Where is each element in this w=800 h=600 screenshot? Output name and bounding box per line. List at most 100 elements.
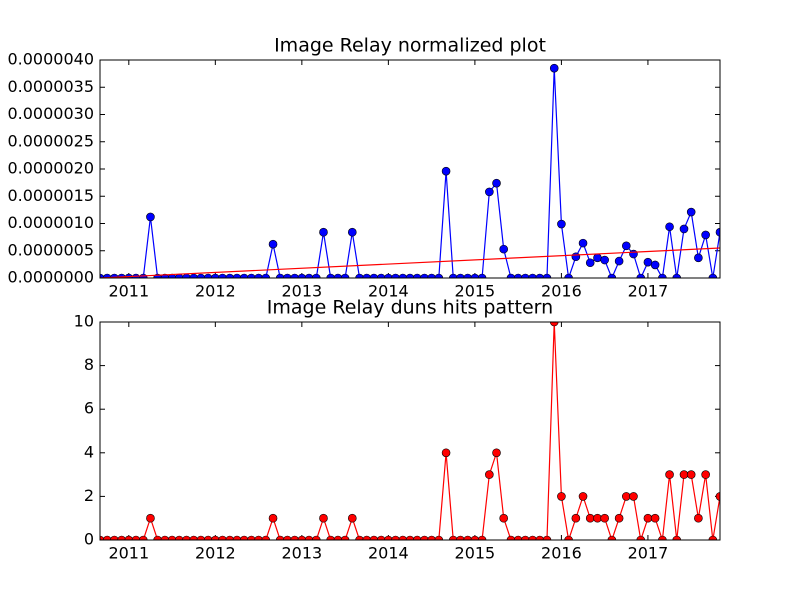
axes-frame bbox=[99, 59, 721, 279]
chart-title: Image Relay duns hits pattern bbox=[267, 297, 553, 319]
point bbox=[463, 273, 473, 278]
point bbox=[715, 492, 720, 501]
point bbox=[499, 244, 509, 254]
point bbox=[203, 273, 213, 278]
point bbox=[636, 535, 646, 540]
point bbox=[312, 535, 321, 540]
point bbox=[535, 535, 545, 540]
y-tick-label: 0.0000005 bbox=[7, 240, 94, 259]
point bbox=[225, 273, 235, 278]
point bbox=[513, 535, 523, 540]
point bbox=[405, 535, 415, 540]
point bbox=[225, 535, 235, 540]
point bbox=[513, 273, 523, 278]
point bbox=[578, 492, 588, 501]
point bbox=[636, 273, 646, 278]
point bbox=[362, 273, 372, 278]
point bbox=[549, 322, 559, 327]
point bbox=[304, 273, 314, 278]
point bbox=[355, 273, 364, 278]
y-tick-label: 0.0000010 bbox=[7, 213, 94, 232]
point bbox=[218, 535, 227, 540]
y-tick-label: 0.0000035 bbox=[7, 77, 94, 96]
point bbox=[110, 535, 119, 540]
point bbox=[340, 273, 350, 278]
x-tick-label: 2012 bbox=[195, 282, 236, 301]
point bbox=[658, 535, 667, 540]
point bbox=[232, 273, 242, 278]
y-tick-label: 8 bbox=[84, 355, 94, 374]
point bbox=[477, 535, 487, 540]
point bbox=[420, 535, 429, 540]
point bbox=[434, 535, 444, 540]
point bbox=[557, 219, 566, 229]
point bbox=[528, 273, 537, 278]
point bbox=[275, 535, 285, 540]
point bbox=[672, 273, 682, 278]
point bbox=[629, 249, 638, 259]
point bbox=[564, 273, 573, 278]
point bbox=[715, 227, 720, 237]
point bbox=[333, 273, 343, 278]
point bbox=[189, 535, 198, 540]
point bbox=[477, 273, 487, 278]
x-tick-label: 2014 bbox=[368, 544, 409, 563]
point bbox=[643, 513, 653, 523]
point bbox=[427, 273, 436, 278]
point bbox=[247, 535, 256, 540]
point bbox=[333, 535, 343, 540]
x-tick-label: 2016 bbox=[541, 544, 582, 563]
point bbox=[650, 260, 660, 270]
series-line bbox=[100, 247, 720, 278]
x-tick-label: 2015 bbox=[455, 282, 496, 301]
point bbox=[658, 273, 667, 278]
point bbox=[304, 535, 314, 540]
point bbox=[456, 535, 465, 540]
point bbox=[319, 513, 328, 523]
y-tick-label: 4 bbox=[84, 442, 94, 461]
y-tick-label: 0.0000025 bbox=[7, 131, 94, 150]
x-tick-label: 2015 bbox=[455, 544, 496, 563]
point bbox=[708, 535, 718, 540]
point bbox=[391, 535, 400, 540]
point bbox=[542, 535, 552, 540]
point bbox=[448, 535, 458, 540]
point bbox=[369, 273, 379, 278]
point bbox=[600, 513, 609, 523]
point bbox=[283, 535, 292, 540]
y-tick-label: 6 bbox=[84, 399, 94, 418]
point bbox=[146, 513, 155, 523]
point bbox=[268, 239, 278, 249]
point bbox=[593, 253, 602, 263]
point bbox=[211, 273, 220, 278]
point bbox=[297, 535, 307, 540]
series-line bbox=[100, 68, 720, 278]
point bbox=[117, 535, 126, 540]
point bbox=[275, 273, 285, 278]
point bbox=[384, 535, 393, 540]
point bbox=[261, 535, 271, 540]
point bbox=[593, 513, 602, 523]
point bbox=[160, 535, 170, 540]
x-tick-label: 2013 bbox=[281, 544, 322, 563]
point bbox=[621, 492, 631, 501]
point bbox=[290, 535, 299, 540]
point bbox=[174, 535, 184, 540]
point bbox=[506, 535, 516, 540]
point bbox=[701, 230, 710, 240]
x-tick-label: 2013 bbox=[281, 282, 322, 301]
point bbox=[607, 535, 617, 540]
series-line bbox=[100, 322, 720, 540]
point bbox=[290, 273, 299, 278]
point bbox=[441, 166, 451, 176]
x-tick-label: 2017 bbox=[628, 282, 669, 301]
point bbox=[549, 63, 559, 73]
point bbox=[701, 470, 710, 479]
point bbox=[340, 535, 350, 540]
point bbox=[261, 273, 271, 278]
point bbox=[196, 273, 206, 278]
point bbox=[412, 535, 422, 540]
x-tick-label: 2011 bbox=[108, 544, 149, 563]
point bbox=[621, 241, 631, 251]
